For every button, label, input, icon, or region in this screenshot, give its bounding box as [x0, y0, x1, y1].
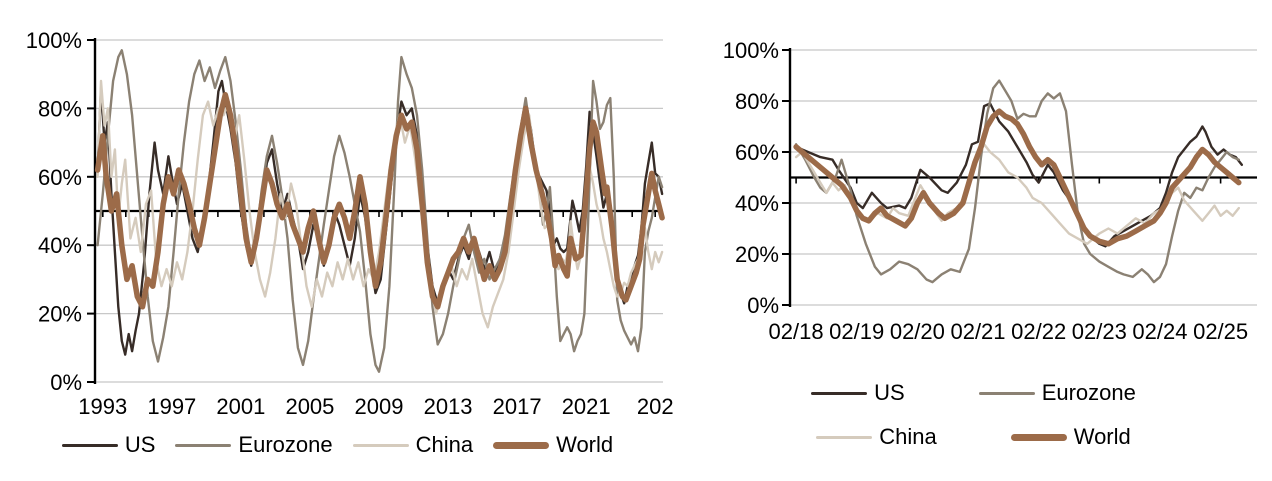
x-tick-label: 02/23 — [1072, 319, 1127, 344]
x-tick-label: 02/22 — [1011, 319, 1066, 344]
chart-1993-2025-plot: 100% 80% 60% 40% 20% 0%1993 1997 2001 2005 2009 20… — [26, 28, 674, 419]
x-tick-label: 2005 — [285, 394, 334, 419]
y-tick-label: 80% — [38, 96, 82, 121]
x-tick-label: 02/18 — [769, 319, 824, 344]
x-tick-label: 02/20 — [890, 319, 945, 344]
legend-right-row1: US Eurozone — [675, 382, 1272, 404]
world-line-swatch — [493, 441, 550, 449]
x-tick-label: 2021 — [562, 394, 611, 419]
eurozone-line-swatch — [175, 443, 232, 447]
legend-label-china: China — [879, 424, 937, 449]
series-line-eurozone — [794, 79, 1240, 284]
x-tick-label: 2009 — [355, 394, 404, 419]
legend-item-china: China — [352, 432, 474, 457]
legend-item-world: World — [1010, 424, 1131, 449]
x-tick-label: 2013 — [424, 394, 473, 419]
chart-1993-2025: 100% 80% 60% 40% 20% 0% 1993 1997 2001 2005 2009 20… — [0, 28, 675, 456]
china-line-swatch — [352, 443, 409, 447]
x-tick-label: 202 — [637, 394, 674, 419]
x-tick-label: 2017 — [493, 394, 542, 419]
x-tick-label: 2001 — [216, 394, 265, 419]
us-line-swatch — [61, 443, 118, 447]
series-line-us — [794, 102, 1243, 248]
legend-label-us: US — [124, 432, 156, 457]
y-tick-label: 100% — [723, 38, 779, 63]
x-tick-label: 1997 — [147, 394, 196, 419]
chart-2018-2025: 100% 80% 60% 40% 20% 0% 02/18 02/19 02/20 02/21 02… — [675, 0, 1272, 481]
legend-label-world: World — [556, 432, 614, 457]
us-line-swatch — [811, 391, 868, 395]
legend-label-us: US — [874, 380, 905, 405]
y-tick-label: 20% — [735, 242, 779, 267]
legend-right-row2: China World — [675, 426, 1272, 448]
world-line-swatch — [1010, 433, 1067, 441]
series-line-world — [793, 108, 1242, 247]
x-tick-label: 02/25 — [1193, 319, 1248, 344]
legend-label-world: World — [1073, 424, 1131, 449]
chart-2018-2025-plot: 100%80%60%40%20%0%02/18 02/19 02/20 02/21 02… — [723, 38, 1257, 344]
y-tick-label: 20% — [38, 302, 82, 327]
y-tick-label: 40% — [735, 191, 779, 216]
legend-item-world: World — [493, 434, 613, 456]
y-tick-label: 0% — [747, 293, 779, 318]
y-tick-label: 60% — [38, 165, 82, 190]
legend-item-eurozone: Eurozone — [175, 432, 333, 457]
eurozone-line-swatch — [978, 391, 1035, 395]
china-line-swatch — [816, 435, 873, 439]
legend-item-us: US — [61, 432, 156, 457]
legend-left: US Eurozone China World — [0, 434, 675, 456]
series-line-eurozone — [96, 49, 664, 373]
legend-label-eurozone: Eurozone — [1041, 380, 1136, 405]
y-tick-label: 40% — [38, 233, 82, 258]
legend-label-china: China — [415, 432, 474, 457]
series-line-china — [96, 79, 664, 329]
x-tick-label: 1993 — [78, 394, 127, 419]
y-tick-label: 0% — [50, 370, 82, 395]
legend-item-eurozone: Eurozone — [978, 380, 1136, 405]
x-tick-label: 02/19 — [829, 319, 884, 344]
series-line-world — [94, 91, 665, 310]
legend-item-china: China — [816, 424, 937, 449]
legend-item-us: US — [811, 382, 905, 404]
y-tick-label: 60% — [735, 140, 779, 165]
legend-label-eurozone: Eurozone — [238, 432, 333, 457]
x-tick-label: 02/21 — [950, 319, 1005, 344]
y-tick-label: 100% — [26, 28, 82, 53]
x-tick-label: 02/24 — [1132, 319, 1187, 344]
y-tick-label: 80% — [735, 89, 779, 114]
